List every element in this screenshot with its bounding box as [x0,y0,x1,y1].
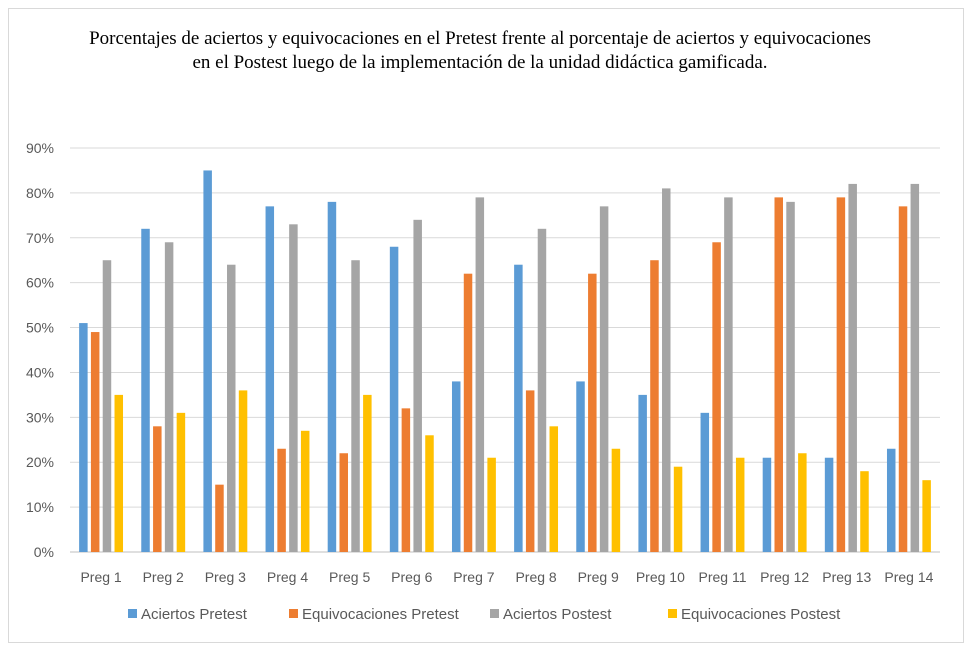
x-tick-label: Preg 13 [822,569,871,585]
x-tick-label: Preg 3 [205,569,246,585]
bar [599,206,609,552]
y-tick-label: 70% [26,230,54,246]
legend-swatch [668,609,677,618]
bar [762,457,772,552]
bar [735,457,745,552]
bar [514,264,523,552]
y-axis: 0% 10% 20% 30% 40% 50% 60% 70% 80% 90% [26,140,54,560]
bar [549,426,559,552]
legend-label: Aciertos Pretest [141,606,248,623]
bar [673,466,683,552]
bar [389,246,399,552]
bars [79,170,931,553]
bar [860,471,869,552]
x-tick-label: Preg 5 [329,569,370,585]
bar [886,448,896,552]
bar [576,381,585,552]
bar [451,381,461,552]
bar [475,197,485,552]
bar [463,273,473,552]
bar [588,273,597,552]
x-tick-label: Preg 12 [760,569,809,585]
x-tick-label: Preg 14 [884,569,933,585]
bar [203,170,212,552]
bar [774,197,783,552]
gridlines [70,147,940,553]
bar [265,206,275,552]
bar [413,219,422,553]
bar [238,390,248,552]
bar [525,390,535,552]
bar [638,394,647,552]
x-tick-label: Preg 6 [391,569,432,585]
bar [487,457,496,552]
x-tick-label: Preg 9 [578,569,619,585]
bar [339,453,348,552]
bar [300,430,310,552]
bar [786,201,795,552]
x-tick-label: Preg 10 [636,569,685,585]
y-tick-label: 90% [26,140,54,156]
y-tick-label: 10% [26,499,54,515]
bar [277,448,286,552]
x-tick-label: Preg 1 [80,569,121,585]
legend-label: Equivocaciones Postest [681,606,841,623]
bar [215,484,224,552]
legend-label: Equivocaciones Pretest [302,606,460,623]
bar [227,264,236,552]
bar [351,260,360,552]
x-tick-label: Preg 11 [699,569,747,585]
bar [537,228,547,553]
y-tick-label: 30% [26,409,54,425]
bar [363,394,372,552]
bar [611,448,621,552]
bar [164,242,174,552]
x-tick-label: Preg 2 [143,569,184,585]
bar [141,228,150,553]
legend-swatch [128,609,137,618]
y-tick-label: 20% [26,454,54,470]
y-tick-label: 0% [34,544,54,560]
legend-label: Aciertos Postest [503,606,612,623]
y-tick-label: 50% [26,320,54,336]
bar [327,201,337,552]
bar [79,323,88,552]
legend: Aciertos Pretest Equivocaciones Pretest Ac… [128,606,841,623]
bar [724,197,733,552]
x-tick-label: Preg 8 [515,569,556,585]
bar [848,183,857,552]
x-axis: Preg 1 Preg 2 Preg 3 Preg 4 Preg 5 Preg 6 Preg… [80,569,933,585]
y-tick-label: 40% [26,364,54,380]
legend-swatch [490,609,499,618]
bar [910,183,920,552]
bar [153,426,162,552]
bar [289,224,298,553]
chart-title: Porcentajes de aciertos y equivocaciones… [89,28,871,73]
bar [401,408,411,552]
bar [650,260,659,552]
bar [898,206,908,552]
x-tick-label: Preg 7 [453,569,494,585]
bar [102,260,112,552]
legend-swatch [289,609,298,618]
bar [662,188,671,552]
bar [176,412,186,552]
bar [712,242,721,552]
x-tick-label: Preg 4 [267,569,308,585]
bar [90,332,100,552]
y-tick-label: 80% [26,185,54,201]
bar [824,457,834,552]
bar [700,412,710,552]
bar [425,435,434,552]
bar [836,197,846,552]
y-tick-label: 60% [26,275,54,291]
bar [798,453,807,552]
bar [922,480,931,552]
bar [114,394,124,552]
